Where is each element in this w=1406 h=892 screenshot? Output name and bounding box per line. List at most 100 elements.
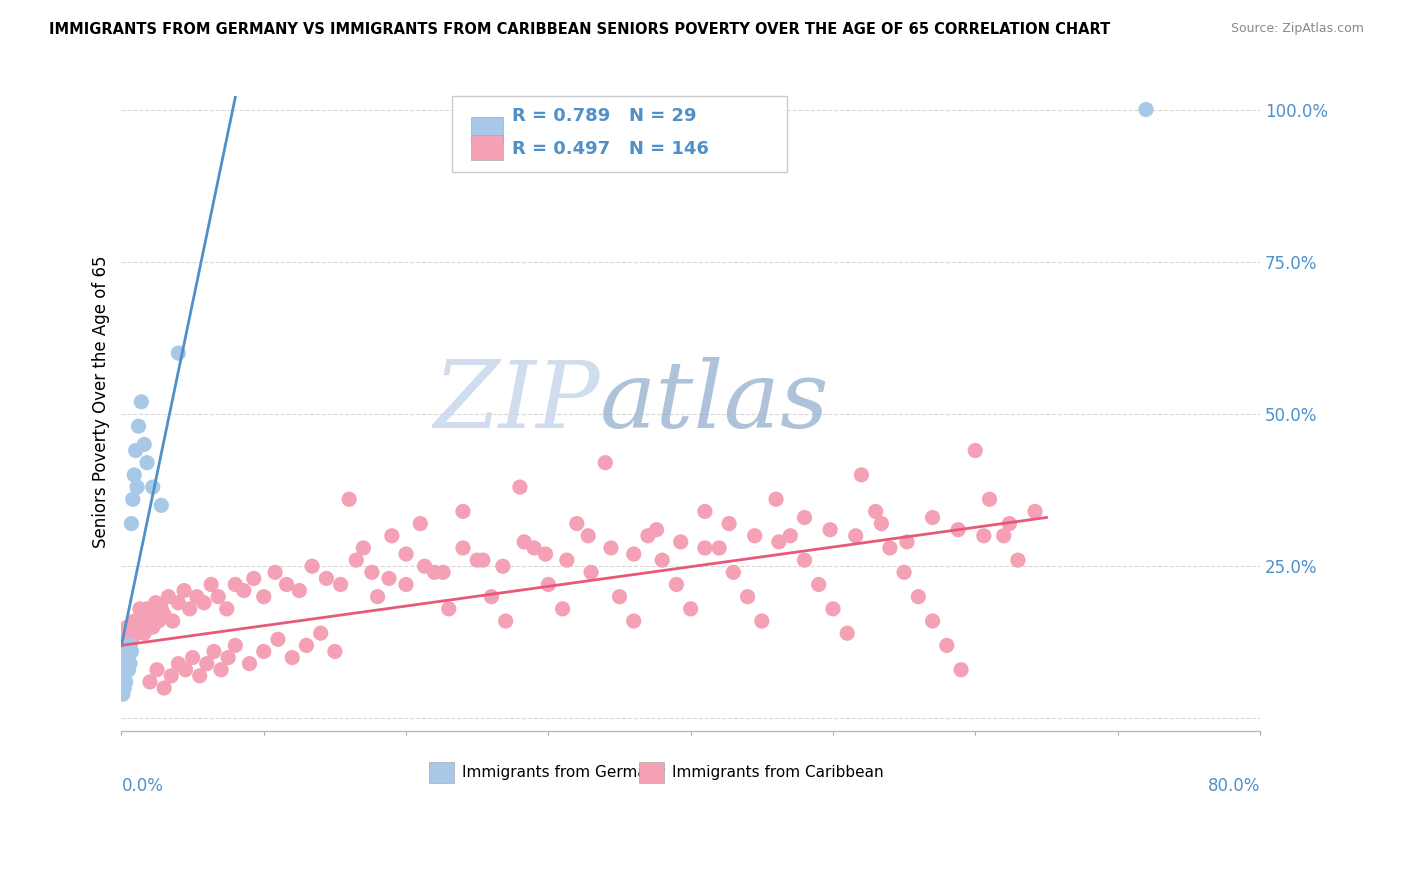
Point <box>124 443 146 458</box>
Point <box>679 602 702 616</box>
Point <box>693 504 716 518</box>
Point <box>131 620 153 634</box>
Point <box>217 650 239 665</box>
Point <box>593 456 616 470</box>
Point <box>495 614 517 628</box>
Point <box>253 644 276 658</box>
Point <box>413 559 436 574</box>
Point <box>765 492 787 507</box>
Point <box>851 467 873 482</box>
FancyBboxPatch shape <box>429 762 454 783</box>
Point <box>188 669 211 683</box>
Point <box>114 663 136 677</box>
Point <box>114 626 136 640</box>
Point <box>921 614 943 628</box>
Point <box>118 639 141 653</box>
Point <box>112 669 135 683</box>
Point <box>181 650 204 665</box>
Point <box>361 566 384 580</box>
Point <box>167 596 190 610</box>
Point <box>965 443 987 458</box>
Point <box>253 590 276 604</box>
Point <box>768 534 790 549</box>
Point <box>118 639 141 653</box>
Point <box>579 566 602 580</box>
Point <box>451 504 474 518</box>
Point <box>193 596 215 610</box>
Point <box>395 577 418 591</box>
Point <box>309 626 332 640</box>
Point <box>111 687 134 701</box>
Point <box>127 480 149 494</box>
Point <box>793 510 815 524</box>
Point <box>153 607 176 622</box>
Point <box>950 663 973 677</box>
Point <box>1024 504 1046 518</box>
Point <box>537 577 560 591</box>
Point <box>395 547 418 561</box>
Point <box>935 639 957 653</box>
Point <box>117 663 139 677</box>
Point <box>451 541 474 555</box>
Point <box>115 644 138 658</box>
Text: 0.0%: 0.0% <box>121 777 163 795</box>
Point <box>120 516 142 531</box>
Point <box>818 523 841 537</box>
Point <box>329 577 352 591</box>
Point <box>232 583 254 598</box>
Point <box>128 614 150 628</box>
Point <box>998 516 1021 531</box>
Text: ZIP: ZIP <box>433 357 599 447</box>
Point <box>1135 103 1157 117</box>
Point <box>114 674 136 689</box>
Point <box>323 644 346 658</box>
Point <box>779 529 801 543</box>
Point <box>121 492 143 507</box>
Point <box>160 669 183 683</box>
Point <box>167 657 190 671</box>
Point <box>295 639 318 653</box>
Point <box>142 620 165 634</box>
Point <box>134 437 156 451</box>
Point <box>111 681 134 695</box>
Point <box>492 559 515 574</box>
Point <box>118 657 141 671</box>
Point <box>737 590 759 604</box>
Point <box>215 602 238 616</box>
Point <box>565 516 588 531</box>
Point <box>122 614 145 628</box>
Point <box>131 394 153 409</box>
Point <box>120 620 142 634</box>
Point <box>162 614 184 628</box>
Point <box>112 650 135 665</box>
Point <box>344 553 367 567</box>
Point <box>153 681 176 695</box>
Point <box>148 614 170 628</box>
Point <box>139 674 162 689</box>
Point <box>112 681 135 695</box>
Point <box>352 541 374 555</box>
Text: Source: ZipAtlas.com: Source: ZipAtlas.com <box>1230 22 1364 36</box>
Point <box>509 480 531 494</box>
Text: R = 0.789   N = 29: R = 0.789 N = 29 <box>512 107 696 125</box>
Point <box>623 547 645 561</box>
Point <box>432 566 454 580</box>
Point <box>979 492 1001 507</box>
Point <box>870 516 893 531</box>
Point <box>837 626 859 640</box>
Point <box>150 499 173 513</box>
Point <box>865 504 887 518</box>
Point <box>150 602 173 616</box>
Point <box>555 553 578 567</box>
Point <box>115 657 138 671</box>
Point <box>807 577 830 591</box>
Point <box>264 566 287 580</box>
Point <box>600 541 623 555</box>
Point <box>551 602 574 616</box>
Point <box>200 577 222 591</box>
Point <box>879 541 901 555</box>
Point <box>124 620 146 634</box>
Point <box>378 571 401 585</box>
Point <box>409 516 432 531</box>
Text: IMMIGRANTS FROM GERMANY VS IMMIGRANTS FROM CARIBBEAN SENIORS POVERTY OVER THE AG: IMMIGRANTS FROM GERMANY VS IMMIGRANTS FR… <box>49 22 1111 37</box>
